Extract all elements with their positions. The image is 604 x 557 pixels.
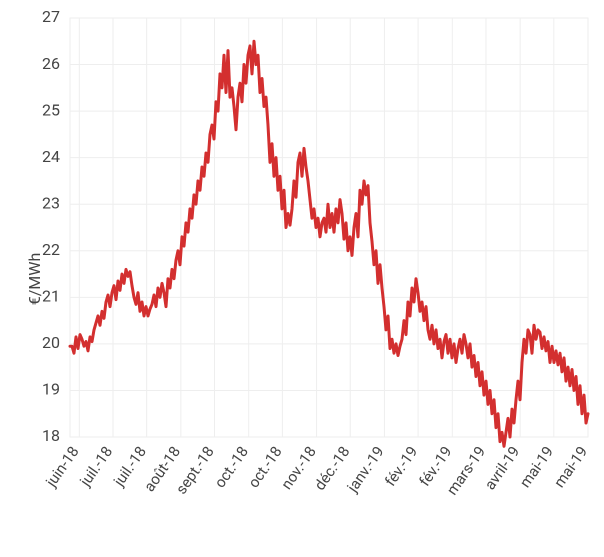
x-tick-label: juin-18	[42, 443, 83, 491]
price-line-chart: €/MWh 18 19 20 21 22 23 24 25 26 27 juin-18juil.-1…	[0, 0, 604, 557]
y-tick-label: 27	[42, 7, 60, 26]
y-tick-label: 21	[42, 287, 60, 306]
x-tick-label: mai-19	[550, 443, 591, 491]
y-tick-label: 20	[42, 333, 60, 352]
y-tick-label: 19	[42, 380, 60, 399]
y-tick-label: 22	[42, 240, 60, 259]
y-tick-label: 25	[42, 100, 60, 119]
y-tick-label: 23	[42, 193, 60, 212]
y-axis: 18 19 20 21 22 23 24 25 26 27	[42, 7, 60, 445]
x-tick-label: oct.-18	[211, 443, 252, 491]
y-tick-label: 24	[42, 147, 60, 166]
x-tick-label: avril-19	[481, 443, 524, 493]
y-tick-label: 18	[42, 426, 60, 445]
price-series-line	[70, 41, 588, 446]
y-tick-label: 26	[42, 54, 60, 73]
x-tick-label: fév.-19	[381, 443, 421, 490]
x-axis: juin-18juil.-18juil.-18août-18sept.-18oc…	[42, 443, 592, 499]
y-axis-label: €/MWh	[25, 252, 44, 305]
x-tick-label: juil.-18	[76, 443, 117, 490]
x-tick-label: mai-19	[516, 443, 557, 491]
chart-svg: 18 19 20 21 22 23 24 25 26 27 juin-18juil.-18juil.…	[0, 0, 604, 557]
